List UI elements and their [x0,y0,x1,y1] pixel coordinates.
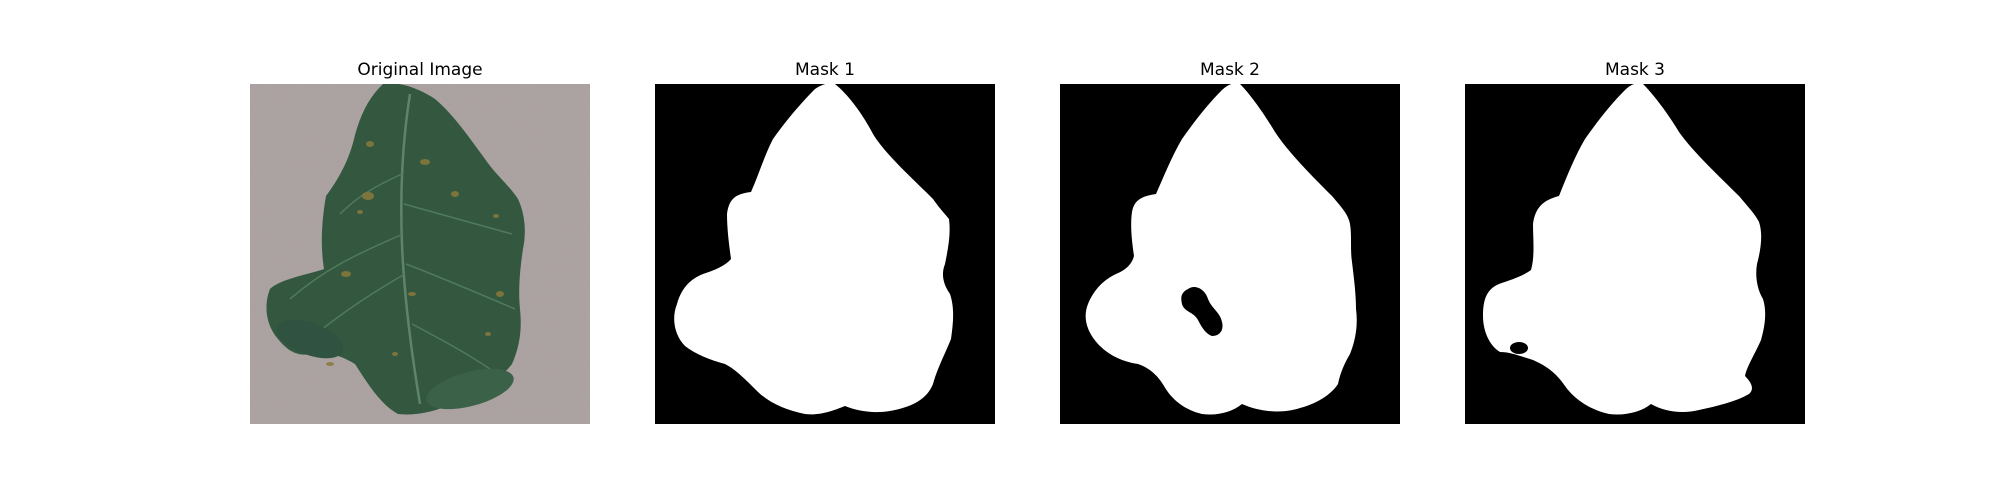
panel-title: Mask 1 [794,60,855,80]
mask-foreground [1483,84,1766,415]
mask-image [1060,84,1400,424]
panel-mask-3: Mask 3 [1465,56,1805,424]
panel-mask-1: Mask 1 [655,56,995,424]
mask-hole [1181,287,1223,336]
leaf-shape [266,84,525,415]
mask-foreground [1085,84,1357,415]
panel-mask-2: Mask 2 [1060,56,1400,424]
mask-image [1465,84,1805,424]
panel-title: Mask 2 [1199,60,1260,80]
mask-image [655,84,995,424]
panel-original-image: Original Image [250,56,590,424]
panel-title: Mask 3 [1604,60,1665,80]
leaf-photo [250,84,590,424]
mask-foreground [674,84,954,415]
panel-title: Original Image [357,60,483,80]
